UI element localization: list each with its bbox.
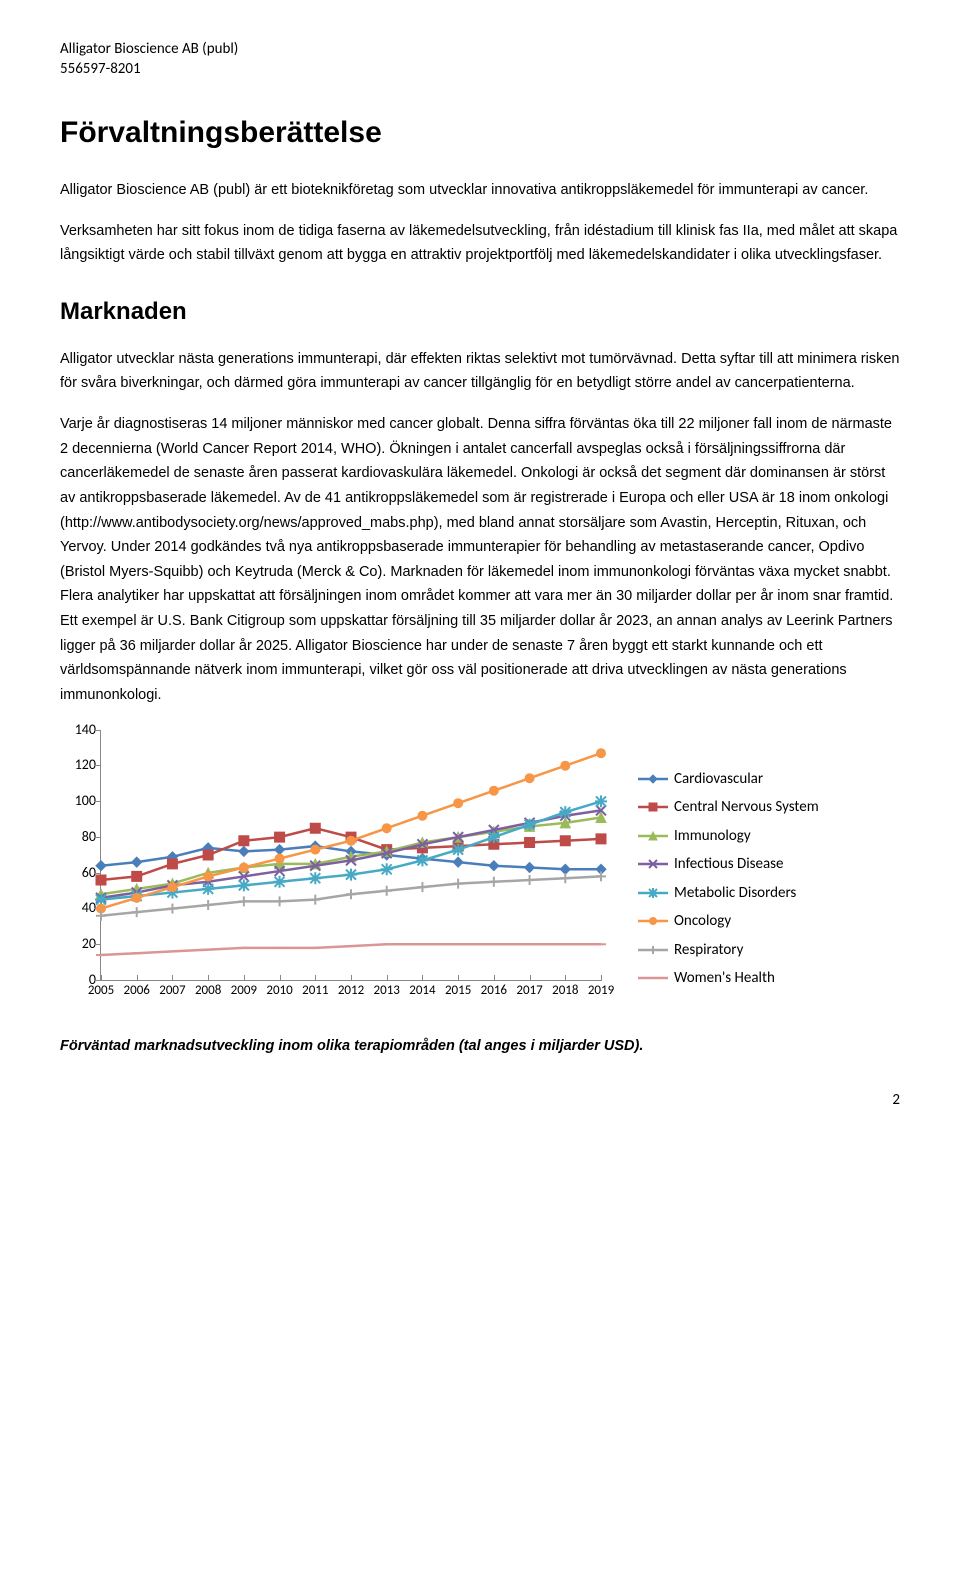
legend-label: Women's Health <box>674 964 775 993</box>
marknaden-paragraph-2: Varje år diagnostiseras 14 miljoner männ… <box>60 412 900 708</box>
x-axis-label: 2019 <box>588 980 614 1002</box>
legend-item: Immunology <box>638 822 819 851</box>
y-axis-label: 100 <box>60 789 96 813</box>
intro-paragraph-1: Alligator Bioscience AB (publ) är ett bi… <box>60 178 900 203</box>
legend-item: Oncology <box>638 907 819 936</box>
y-axis-label: 120 <box>60 753 96 777</box>
x-axis-label: 2011 <box>302 980 328 1002</box>
page-title: Förvaltningsberättelse <box>60 107 900 158</box>
x-axis-label: 2018 <box>552 980 578 1002</box>
legend-item: Metabolic Disorders <box>638 879 819 908</box>
legend-item: Central Nervous System <box>638 793 819 822</box>
legend-item: Respiratory <box>638 936 819 965</box>
x-axis-label: 2015 <box>445 980 471 1002</box>
marknaden-paragraph-1: Alligator utvecklar nästa generations im… <box>60 347 900 396</box>
legend-label: Cardiovascular <box>674 765 763 794</box>
x-axis-label: 2017 <box>516 980 542 1002</box>
x-axis-label: 2006 <box>124 980 150 1002</box>
company-name: Alligator Bioscience AB (publ) <box>60 40 900 60</box>
section-marknaden-title: Marknaden <box>60 292 900 333</box>
legend-label: Infectious Disease <box>674 850 784 879</box>
x-axis-label: 2005 <box>88 980 114 1002</box>
chart-caption: Förväntad marknadsutveckling inom olika … <box>60 1034 900 1059</box>
legend-label: Metabolic Disorders <box>674 879 796 908</box>
org-number: 556597-8201 <box>60 60 900 80</box>
legend-label: Central Nervous System <box>674 793 819 822</box>
market-chart: 0204060801001201402005200620072008200920… <box>60 730 900 1010</box>
x-axis-label: 2014 <box>409 980 435 1002</box>
legend-item: Infectious Disease <box>638 850 819 879</box>
legend-item: Women's Health <box>638 964 819 993</box>
legend-label: Respiratory <box>674 936 743 965</box>
x-axis-label: 2009 <box>231 980 257 1002</box>
chart-legend: CardiovascularCentral Nervous SystemImmu… <box>638 765 819 993</box>
y-axis-label: 140 <box>60 718 96 742</box>
x-axis-label: 2007 <box>159 980 185 1002</box>
x-axis-label: 2013 <box>374 980 400 1002</box>
y-axis-label: 60 <box>60 861 96 885</box>
legend-label: Oncology <box>674 907 731 936</box>
x-axis-label: 2012 <box>338 980 364 1002</box>
page-number: 2 <box>60 1088 900 1114</box>
x-axis-label: 2008 <box>195 980 221 1002</box>
y-axis-label: 20 <box>60 932 96 956</box>
legend-item: Cardiovascular <box>638 765 819 794</box>
x-axis-label: 2016 <box>481 980 507 1002</box>
legend-label: Immunology <box>674 822 751 851</box>
y-axis-label: 40 <box>60 896 96 920</box>
x-axis-label: 2010 <box>266 980 292 1002</box>
y-axis-label: 80 <box>60 825 96 849</box>
intro-paragraph-2: Verksamheten har sitt fokus inom de tidi… <box>60 219 900 268</box>
